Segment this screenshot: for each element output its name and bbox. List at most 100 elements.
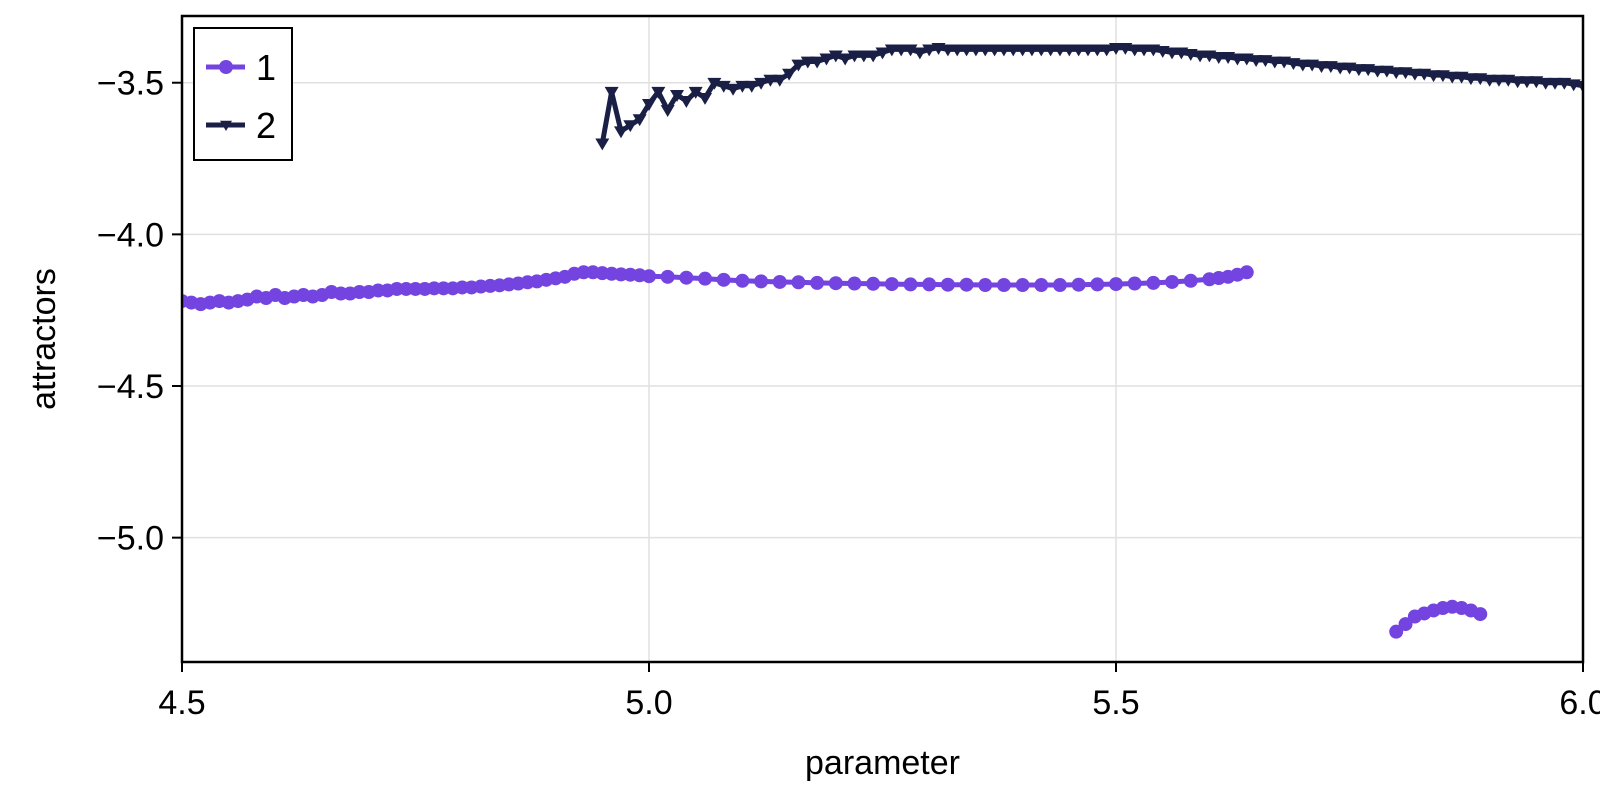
data-point [1052, 44, 1067, 57]
data-point [1183, 273, 1198, 288]
data-point [642, 99, 656, 111]
legend-item-2: 2 [206, 105, 276, 146]
data-point [1090, 44, 1105, 57]
data-point [866, 276, 881, 291]
data-point [950, 44, 965, 57]
y-tick-label: −4.5 [97, 368, 164, 406]
data-point [1576, 80, 1583, 93]
data-point [1024, 44, 1039, 57]
data-point [1146, 275, 1161, 290]
data-point [884, 44, 899, 57]
data-point [959, 277, 974, 292]
data-point [1333, 62, 1348, 75]
y-tick-label: −5.0 [97, 520, 164, 558]
data-point [763, 74, 778, 87]
data-point [1052, 278, 1067, 293]
data-point [698, 92, 713, 105]
data-point [1127, 44, 1142, 57]
data-point [791, 275, 806, 290]
data-point [660, 269, 675, 284]
data-point [940, 277, 955, 292]
data-point [1267, 56, 1282, 69]
data-point [744, 80, 759, 93]
data-point [987, 44, 1002, 57]
data-point [623, 120, 638, 133]
data-point [632, 114, 647, 127]
legend-item-1: 1 [206, 47, 276, 88]
data-point [800, 56, 815, 69]
data-point [1491, 74, 1506, 87]
data-point [1249, 55, 1264, 67]
data-point [884, 277, 899, 292]
data-point [856, 50, 871, 63]
data-point [940, 44, 955, 57]
data-point [1239, 265, 1254, 280]
data-point [978, 278, 993, 293]
data-point [688, 86, 703, 99]
x-tick-label: 4.5 [158, 684, 205, 722]
x-tick-label: 5.0 [625, 684, 672, 722]
data-point [772, 274, 787, 289]
data-point [1407, 68, 1422, 81]
data-point [1351, 64, 1366, 77]
data-point [772, 74, 787, 87]
data-point [838, 53, 853, 66]
data-point [996, 278, 1011, 293]
data-point [1080, 44, 1095, 57]
data-point [1034, 278, 1049, 293]
data-point [716, 80, 731, 93]
data-point [996, 44, 1011, 57]
data-point [1482, 74, 1497, 87]
data-point [1519, 76, 1534, 89]
data-point [698, 271, 713, 286]
data-point [782, 68, 797, 81]
circle-marker-icon [219, 60, 233, 74]
data-point [679, 96, 694, 108]
legend-label-1: 1 [256, 47, 276, 88]
data-point [819, 53, 834, 66]
data-point [1071, 277, 1086, 292]
data-point [670, 89, 685, 102]
data-point [754, 274, 769, 289]
data-point [903, 277, 918, 292]
data-point [604, 86, 619, 99]
data-point [1230, 53, 1245, 66]
data-point [828, 276, 843, 291]
data-point [1015, 44, 1030, 57]
data-point [1165, 274, 1180, 289]
data-point [810, 275, 825, 290]
data-point [1090, 277, 1105, 292]
y-axis-title: attractors [25, 268, 63, 410]
grid-lines [181, 16, 1584, 662]
plot-area [182, 42, 1583, 639]
data-point [959, 44, 974, 57]
data-point [707, 77, 722, 90]
data-point [810, 56, 825, 69]
data-point [1426, 70, 1441, 83]
y-tick-label: −3.5 [97, 65, 164, 103]
data-point [1099, 44, 1114, 57]
data-point [1006, 44, 1021, 57]
data-point [1071, 44, 1086, 57]
plot-frame [180, 14, 1585, 664]
data-point [1015, 278, 1030, 293]
data-point [1370, 65, 1385, 78]
data-point [1109, 277, 1123, 292]
data-point [912, 47, 927, 60]
data-point [735, 80, 750, 93]
legend: 1 2 [193, 27, 293, 161]
data-point [1034, 44, 1049, 57]
series-2 [595, 42, 1583, 151]
data-point [1211, 52, 1226, 64]
data-point [1389, 624, 1404, 639]
data-point [968, 44, 983, 57]
data-point [828, 50, 843, 63]
data-point [642, 269, 656, 284]
data-point [847, 276, 862, 291]
data-point [1463, 73, 1478, 86]
data-point [1473, 607, 1488, 622]
data-point [1314, 61, 1329, 74]
x-axis-title: parameter [805, 744, 960, 782]
data-point [903, 44, 918, 57]
data-point [1510, 76, 1525, 89]
